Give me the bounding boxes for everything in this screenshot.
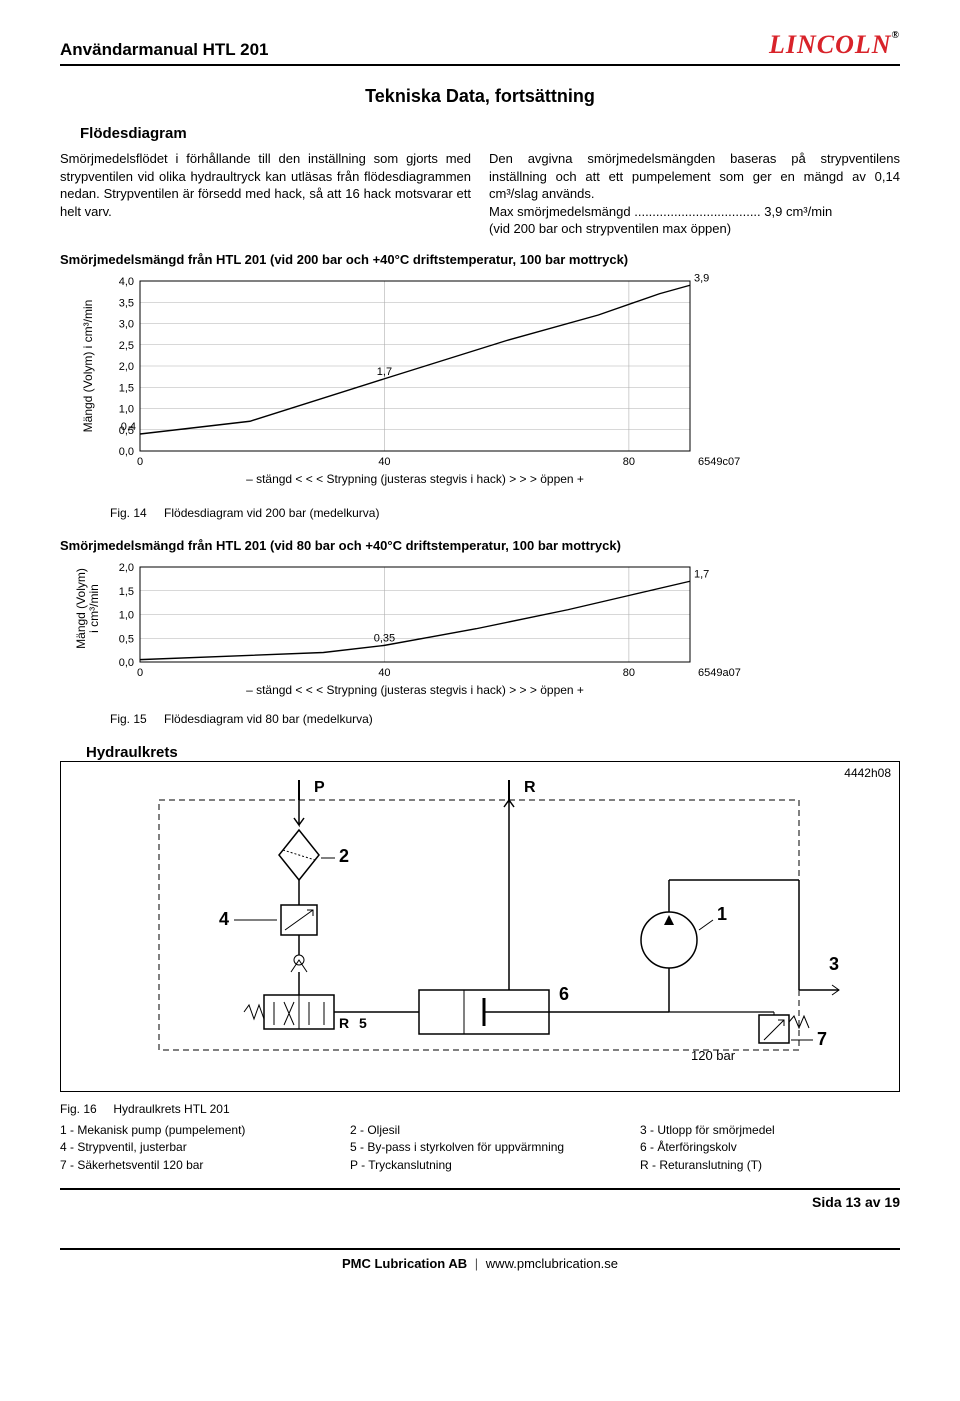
page-number: Sida 13 av 19 xyxy=(60,1188,900,1210)
svg-text:1,5: 1,5 xyxy=(119,382,134,394)
section-title: Tekniska Data, fortsättning xyxy=(60,86,900,107)
svg-text:2,0: 2,0 xyxy=(119,361,134,373)
hydraulics-fignum: Fig. 16 xyxy=(60,1102,97,1116)
chart1-fignum: Fig. 14 xyxy=(110,506,147,520)
hydraulics-legend: 1 - Mekanisk pump (pumpelement) 4 - Stry… xyxy=(60,1122,900,1174)
svg-text:Mängd (Volym) i cm³/min: Mängd (Volym) i cm³/min xyxy=(81,299,95,432)
svg-text:4: 4 xyxy=(219,909,229,929)
legend-col-3: 3 - Utlopp för smörjmedel 6 - Återföring… xyxy=(640,1122,900,1174)
svg-text:1,0: 1,0 xyxy=(119,403,134,415)
chart1-figtext: Flödesdiagram vid 200 bar (medelkurva) xyxy=(164,506,379,520)
svg-text:0,0: 0,0 xyxy=(119,446,134,458)
footer-company: PMC Lubrication AB xyxy=(342,1256,467,1271)
logo-registered: ® xyxy=(892,30,900,41)
hydraulics-heading: Hydraulkrets xyxy=(86,744,900,761)
svg-text:80: 80 xyxy=(623,456,635,468)
svg-text:R: R xyxy=(524,779,536,796)
brand-logo: LINCOLN® xyxy=(769,30,900,60)
doc-title: Användarmanual HTL 201 xyxy=(60,40,268,60)
chart2-fignum: Fig. 15 xyxy=(110,712,147,726)
svg-text:0,35: 0,35 xyxy=(374,632,395,644)
legend-item: 3 - Utlopp för smörjmedel xyxy=(640,1122,900,1139)
flow-col-right: Den avgivna smörjmedelsmängden baseras p… xyxy=(489,150,900,238)
legend-item: 5 - By-pass i styrkolven för uppvärmning xyxy=(350,1139,610,1156)
legend-item: 4 - Strypventil, justerbar xyxy=(60,1139,320,1156)
flow-col2-a: Den avgivna smörjmedelsmängden baseras p… xyxy=(489,151,900,201)
legend-item: 2 - Oljesil xyxy=(350,1122,610,1139)
svg-text:3,9: 3,9 xyxy=(694,272,709,284)
hydraulics-figtext: Hydraulkrets HTL 201 xyxy=(113,1102,229,1116)
legend-item: R - Returanslutning (T) xyxy=(640,1157,900,1174)
legend-item: 1 - Mekanisk pump (pumpelement) xyxy=(60,1122,320,1139)
svg-text:6549a07: 6549a07 xyxy=(698,667,741,679)
chart1-caption: Fig. 14 Flödesdiagram vid 200 bar (medel… xyxy=(110,506,900,520)
flow-max-value: 3,9 cm³/min xyxy=(764,204,832,219)
svg-text:– stängd < < < Strypning (: – stängd < < < Strypning (justeras stegv… xyxy=(246,683,584,697)
svg-text:1: 1 xyxy=(717,904,727,924)
svg-text:80: 80 xyxy=(623,667,635,679)
chart2-caption: Fig. 15 Flödesdiagram vid 80 bar (medelk… xyxy=(110,712,900,726)
page-footer: PMC Lubrication AB | www.pmclubrication.… xyxy=(60,1248,900,1277)
legend-col-2: 2 - Oljesil 5 - By-pass i styrkolven för… xyxy=(350,1122,610,1174)
svg-text:3,5: 3,5 xyxy=(119,297,134,309)
chart1: 0,00,51,01,52,02,53,03,54,0040800,41,73,… xyxy=(60,271,900,520)
flow-description: Smörjmedelsflödet i förhållande till den… xyxy=(60,150,900,238)
logo-text: LINCOLN xyxy=(769,30,892,59)
flow-diagram-heading: Flödesdiagram xyxy=(80,125,900,142)
svg-text:0: 0 xyxy=(137,667,143,679)
svg-text:– stängd < < < Strypning (: – stängd < < < Strypning (justeras stegv… xyxy=(246,472,584,486)
svg-text:i cm³/min: i cm³/min xyxy=(87,584,101,633)
chart2: 0,0 0,5 1,0 1,5 2,0 0 40 80 0,35 1,7 Mängd (Volym)… xyxy=(60,557,900,726)
svg-text:Mängd (Volym): Mängd (Volym) xyxy=(74,568,88,649)
svg-text:5: 5 xyxy=(359,1015,367,1031)
hydraulics-fig-caption: Fig. 16 Hydraulkrets HTL 201 xyxy=(60,1102,900,1116)
flow-col-left: Smörjmedelsflödet i förhållande till den… xyxy=(60,150,471,238)
legend-item: P - Tryckanslutning xyxy=(350,1157,610,1174)
legend-item: 6 - Återföringskolv xyxy=(640,1139,900,1156)
svg-text:R: R xyxy=(339,1015,349,1031)
svg-text:40: 40 xyxy=(378,456,390,468)
svg-text:120 bar: 120 bar xyxy=(691,1048,736,1063)
svg-text:1,0: 1,0 xyxy=(119,609,134,621)
hydraulics-ref: 4442h08 xyxy=(844,766,891,780)
svg-text:2,5: 2,5 xyxy=(119,339,134,351)
hydraulics-box: 4442h08 PR24R5613120 bar7 xyxy=(60,761,900,1092)
svg-text:0: 0 xyxy=(137,456,143,468)
svg-text:6: 6 xyxy=(559,984,569,1004)
chart1-svg: 0,00,51,01,52,02,53,03,54,0040800,41,73,… xyxy=(60,271,760,501)
svg-text:P: P xyxy=(314,779,325,796)
hydraulics-svg: PR24R5613120 bar7 xyxy=(69,770,889,1080)
footer-url: www.pmclubrication.se xyxy=(486,1256,618,1271)
chart1-title: Smörjmedelsmängd från HTL 201 (vid 200 b… xyxy=(60,252,900,267)
svg-text:0,0: 0,0 xyxy=(119,657,134,669)
legend-item: 7 - Säkerhetsventil 120 bar xyxy=(60,1157,320,1174)
svg-text:40: 40 xyxy=(378,667,390,679)
svg-text:6549c07: 6549c07 xyxy=(698,456,740,468)
svg-text:3: 3 xyxy=(829,954,839,974)
chart2-title: Smörjmedelsmängd från HTL 201 (vid 80 ba… xyxy=(60,538,900,553)
svg-text:2: 2 xyxy=(339,846,349,866)
svg-text:1,5: 1,5 xyxy=(119,585,134,597)
chart2-svg: 0,0 0,5 1,0 1,5 2,0 0 40 80 0,35 1,7 Mängd (Volym)… xyxy=(60,557,760,707)
svg-text:3,0: 3,0 xyxy=(119,318,134,330)
svg-text:4,0: 4,0 xyxy=(119,276,134,288)
svg-text:0,5: 0,5 xyxy=(119,633,134,645)
flow-max-dots: ................................... xyxy=(634,204,760,219)
svg-text:1,7: 1,7 xyxy=(694,568,709,580)
svg-text:1,7: 1,7 xyxy=(377,365,392,377)
svg-text:7: 7 xyxy=(817,1029,827,1049)
flow-max-note: (vid 200 bar och strypventilen max öppen… xyxy=(489,221,731,236)
chart2-figtext: Flödesdiagram vid 80 bar (medelkurva) xyxy=(164,712,373,726)
flow-max-label: Max smörjmedelsmängd xyxy=(489,204,631,219)
page-header: Användarmanual HTL 201 LINCOLN® xyxy=(60,30,900,66)
svg-text:0,4: 0,4 xyxy=(121,421,136,433)
legend-col-1: 1 - Mekanisk pump (pumpelement) 4 - Stry… xyxy=(60,1122,320,1174)
svg-text:2,0: 2,0 xyxy=(119,562,134,574)
